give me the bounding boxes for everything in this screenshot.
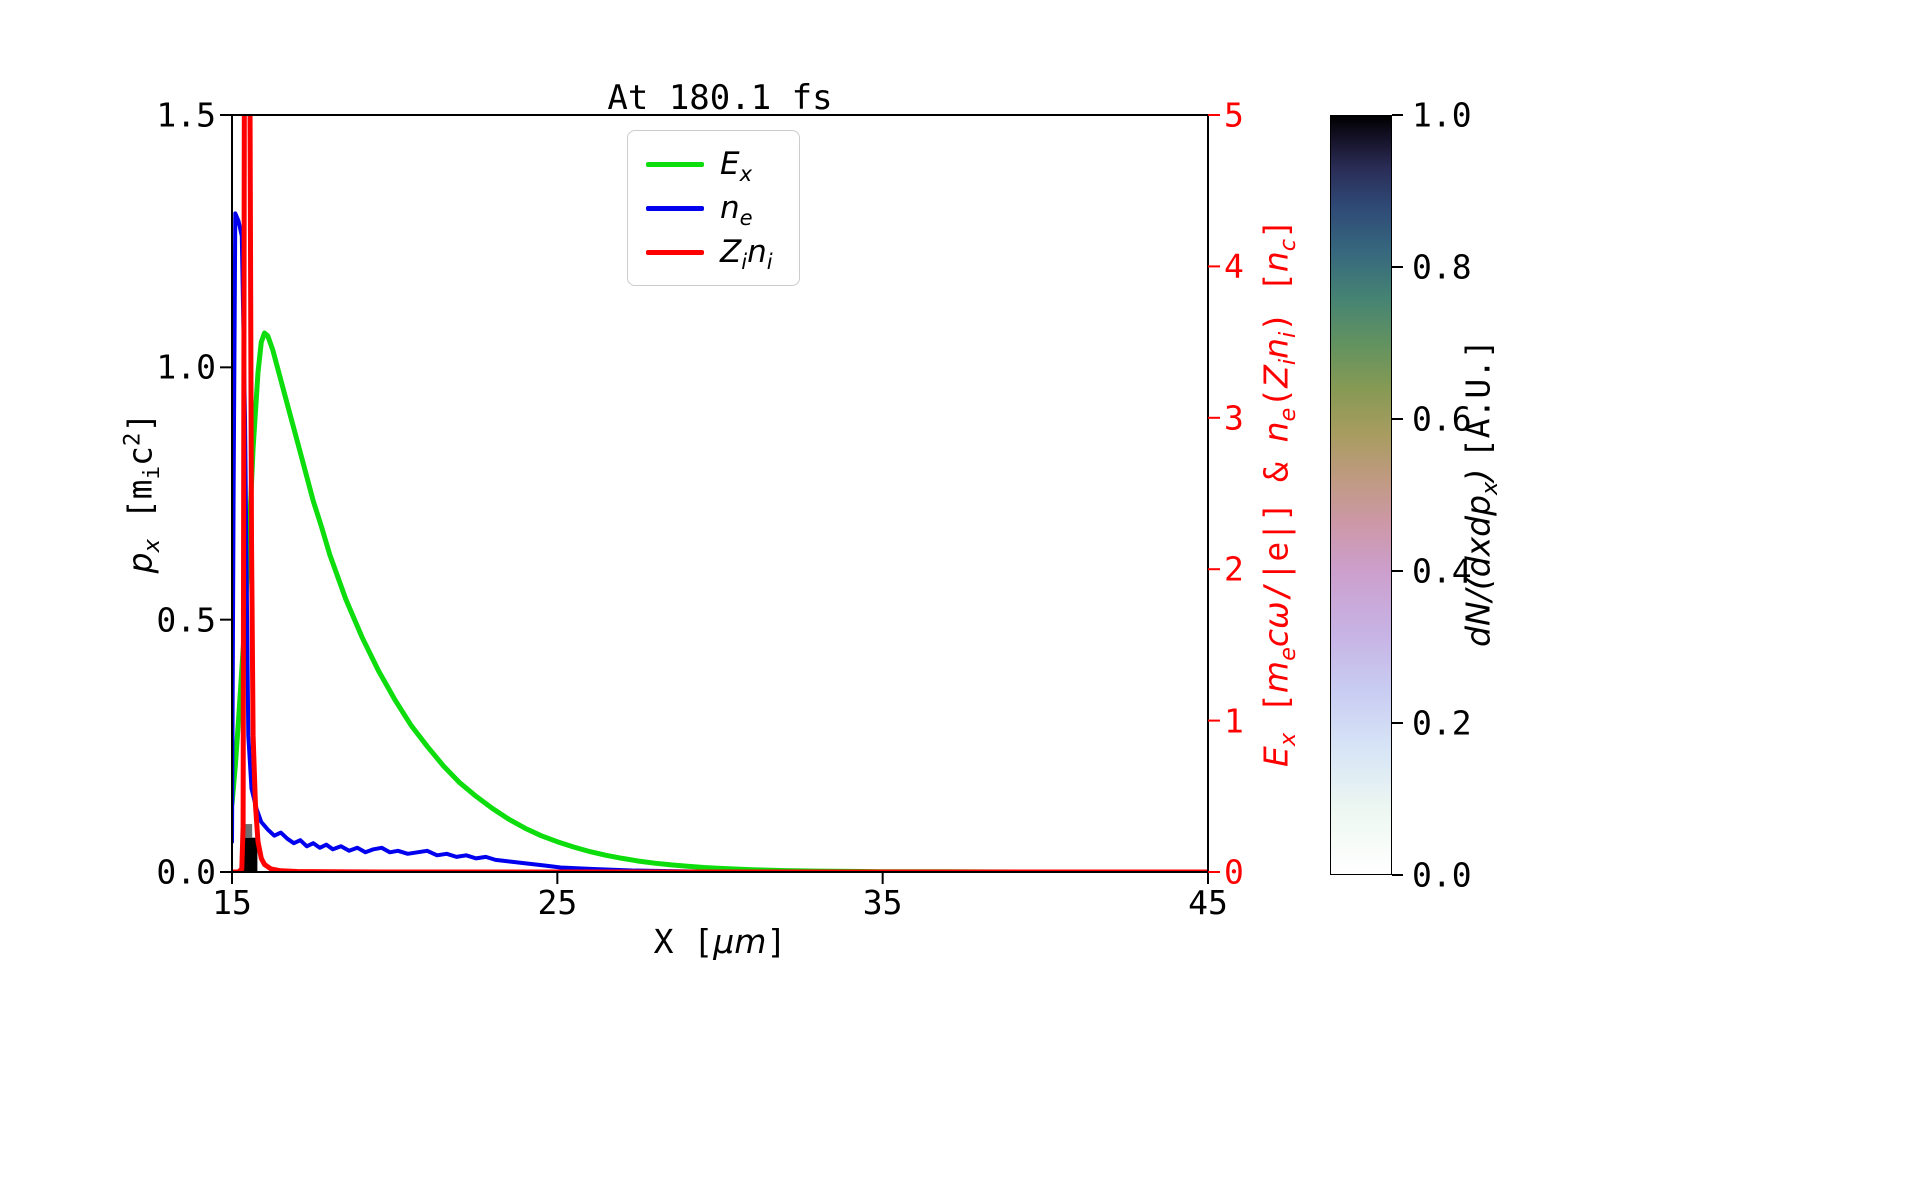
phase-space-cell xyxy=(243,837,258,872)
x-tick-label: 35 xyxy=(862,883,903,922)
colorbar-tick-label: 0.6 xyxy=(1412,399,1472,439)
x-axis-label: X [μm] xyxy=(653,922,787,961)
x-tick-label: 25 xyxy=(537,883,578,922)
colorbar-tick xyxy=(1392,418,1403,420)
colorbar-tick xyxy=(1392,874,1403,876)
series-line-n-e xyxy=(232,211,1208,872)
legend-item-label: Ex xyxy=(720,146,753,187)
legend-line-sample xyxy=(646,249,704,255)
colorbar-tick-label: 0.2 xyxy=(1412,703,1472,743)
y-left-axis-label: px [mic2] xyxy=(119,412,166,574)
y-right-tick-label: 2 xyxy=(1224,549,1244,589)
y-left-tick-label: 1.0 xyxy=(156,347,216,387)
colorbar-tick xyxy=(1392,114,1403,116)
legend-item-label: ne xyxy=(720,190,753,231)
y-right-tick-label: 4 xyxy=(1224,246,1244,286)
axes-frame xyxy=(231,114,1209,873)
y-right-tick-label: 5 xyxy=(1224,95,1244,135)
y-right-axis-label: Ex [mecω/|e|] & ne(Zini) [nc] xyxy=(1256,219,1302,767)
plot-title: At 180.1 fs xyxy=(607,78,833,118)
colorbar-label-text: dN/(dxdpx) [A.U.] xyxy=(1458,339,1504,647)
colorbar-tick-label: 0.8 xyxy=(1412,247,1472,287)
colorbar-label: dN/(dxdpx) [A.U.] xyxy=(1458,339,1504,647)
colorbar-tick xyxy=(1392,722,1403,724)
colorbar-tick-label: 0.4 xyxy=(1412,551,1472,591)
series-line-e-x xyxy=(232,330,1208,872)
colorbar-tick xyxy=(1392,570,1403,572)
legend-item: ne xyxy=(646,190,773,231)
y-left-tick-label: 1.5 xyxy=(156,95,216,135)
y-left-tick-label: 0.5 xyxy=(156,600,216,640)
legend-line-sample xyxy=(646,205,704,211)
legend-line-sample xyxy=(646,161,704,167)
legend-item: Zini xyxy=(646,234,773,275)
y-right-tick-label: 1 xyxy=(1224,701,1244,741)
colorbar xyxy=(1330,115,1392,875)
legend: Ex ne Zini xyxy=(627,130,800,287)
y-left-tick-label: 0.0 xyxy=(156,852,216,892)
legend-item-label: Zini xyxy=(720,234,773,275)
phase-space-cell xyxy=(244,824,253,838)
x-tick-label: 15 xyxy=(212,883,252,922)
colorbar-tick xyxy=(1392,266,1403,268)
colorbar-tick-label: 0.0 xyxy=(1412,855,1472,895)
y-right-tick-label: 0 xyxy=(1224,852,1244,892)
x-tick-label: 45 xyxy=(1188,883,1228,922)
colorbar-tick-label: 1.0 xyxy=(1412,95,1472,135)
legend-item: Ex xyxy=(646,146,773,187)
y-right-tick-label: 3 xyxy=(1224,398,1244,438)
